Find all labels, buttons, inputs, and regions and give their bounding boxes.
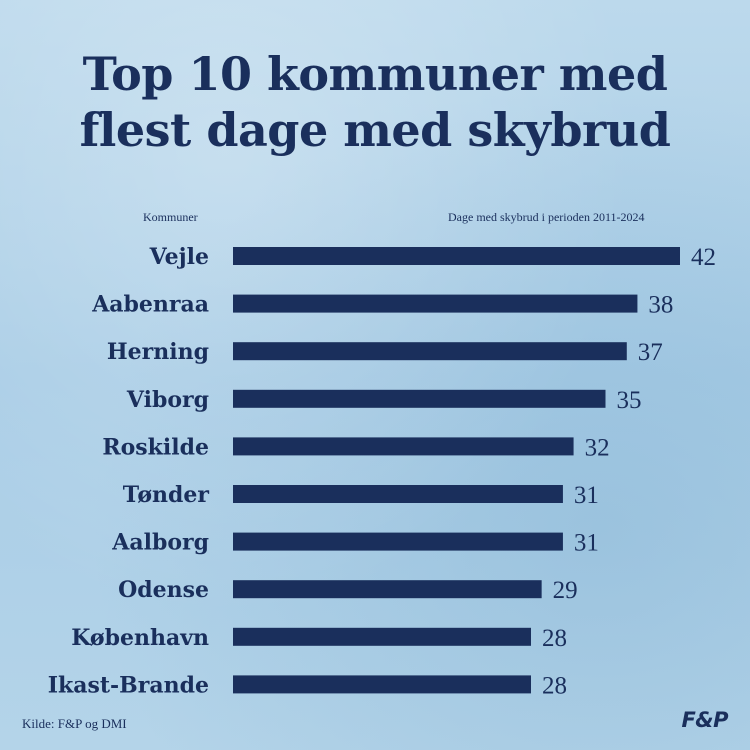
category-label: Tønder [123,482,210,508]
bar [233,532,563,551]
category-label: Ikast-Brande [48,672,209,698]
bar [233,627,531,646]
value-label: 31 [574,482,599,509]
value-label: 42 [691,244,716,271]
bar [233,437,574,456]
category-label: København [71,625,209,651]
title-line-1: Top 10 kommuner med [82,47,668,101]
bar [233,342,627,361]
category-axis-label: Kommuner [143,210,198,224]
value-label: 35 [617,387,642,414]
category-label: Odense [118,577,209,603]
value-label: 38 [648,292,673,319]
bar [233,485,563,503]
value-label: 29 [553,577,578,604]
category-label: Herning [107,339,209,365]
category-label: Aalborg [111,530,209,556]
source-note: Kilde: F&P og DMI [22,716,127,731]
value-label: 28 [542,672,567,699]
chart-title: Top 10 kommuner med flest dage med skybr… [0,46,750,158]
bar [233,247,680,265]
bar [233,389,606,408]
title-line-2: flest dage med skybrud [79,103,671,157]
value-label: 37 [638,339,663,366]
category-label: Roskilde [102,434,209,460]
bar [233,294,638,313]
value-label: 32 [585,434,610,461]
category-label: Viborg [126,387,209,413]
value-axis-label: Dage med skybrud i perioden 2011-2024 [448,210,645,224]
category-label: Vejle [149,244,209,270]
brand-logo: F&P [681,708,728,732]
value-label: 31 [574,530,599,557]
category-label: Aabenraa [91,292,209,318]
value-label: 28 [542,625,567,652]
bar [233,580,542,599]
bar [233,675,531,694]
